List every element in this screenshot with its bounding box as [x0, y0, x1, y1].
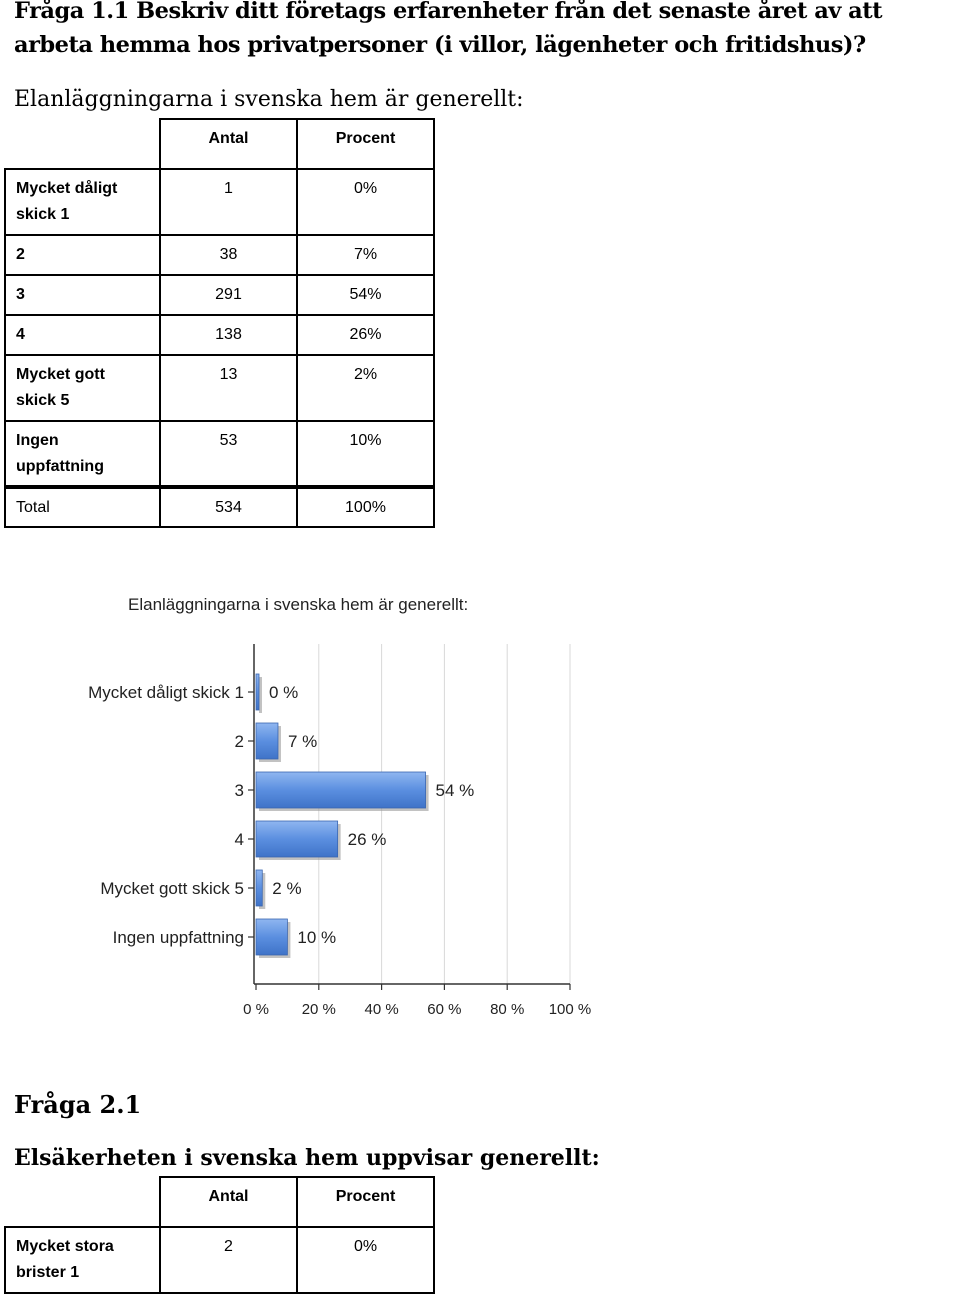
x-tick-label: 20 % [302, 1001, 336, 1018]
results-table-q2: Antal Procent Mycket stora brister 1 2 0% [4, 1176, 435, 1294]
bar [255, 673, 260, 711]
row-antal: 38 [159, 234, 298, 276]
bar-chart-svg: Elanläggningarna i svenska hem är genere… [88, 595, 592, 1018]
row-procent: 2% [296, 354, 435, 422]
question-1-subheading: Elanläggningarna i svenska hem är genere… [14, 87, 524, 112]
bar [255, 722, 279, 760]
column-header-procent: Procent [296, 1176, 435, 1228]
data-label: 54 % [436, 781, 475, 800]
row-antal: 53 [159, 420, 298, 488]
bar-shadow [259, 677, 262, 713]
x-tick-label: 40 % [364, 1001, 398, 1018]
row-procent: 0% [296, 1226, 435, 1294]
category-label: 4 [235, 830, 244, 849]
category-label: Mycket gott skick 5 [100, 879, 244, 898]
table-row: Mycket dåligt skick 1 1 0% [4, 168, 435, 236]
category-label: Mycket dåligt skick 1 [88, 683, 244, 702]
total-label: Total [4, 485, 161, 528]
table-total-row: Total 534 100% [4, 485, 435, 528]
row-procent: 7% [296, 234, 435, 276]
row-procent: 54% [296, 274, 435, 316]
bar-chart: Elanläggningarna i svenska hem är genere… [0, 580, 620, 1020]
results-table-q1: Antal Procent Mycket dåligt skick 1 1 0% … [4, 118, 435, 528]
column-header-procent: Procent [296, 118, 435, 170]
total-antal: 534 [159, 485, 298, 528]
column-header-antal: Antal [159, 1176, 298, 1228]
row-procent: 10% [296, 420, 435, 488]
category-label: 2 [235, 732, 244, 751]
category-label: 3 [235, 781, 244, 800]
question-2-subheading: Elsäkerheten i svenska hem uppvisar gene… [14, 1145, 600, 1171]
row-label: Mycket dåligt skick 1 [4, 168, 161, 236]
row-label: 3 [4, 274, 161, 316]
row-label: 4 [4, 314, 161, 356]
row-label: Mycket gott skick 5 [4, 354, 161, 422]
x-tick-label: 100 % [549, 1001, 592, 1018]
total-procent: 100% [296, 485, 435, 528]
table-row: Mycket stora brister 1 2 0% [4, 1226, 435, 1294]
row-procent: 26% [296, 314, 435, 356]
column-header-antal: Antal [159, 118, 298, 170]
question-1-heading: Fråga 1.1 Beskriv ditt företags erfarenh… [14, 0, 883, 58]
bar [255, 918, 288, 956]
chart-title: Elanläggningarna i svenska hem är genere… [128, 595, 468, 614]
data-label: 0 % [269, 683, 298, 702]
row-label: Mycket stora brister 1 [4, 1226, 161, 1294]
data-label: 7 % [288, 732, 317, 751]
row-antal: 291 [159, 274, 298, 316]
bar [255, 869, 263, 907]
x-tick-label: 0 % [243, 1001, 269, 1018]
bar [255, 820, 339, 858]
table-row: 3 291 54% [4, 274, 435, 316]
table-corner [5, 1177, 161, 1228]
table-row: Ingen uppfattning 53 10% [4, 420, 435, 488]
row-antal: 1 [159, 168, 298, 236]
data-label: 2 % [272, 879, 301, 898]
table-row: Mycket gott skick 5 13 2% [4, 354, 435, 422]
x-tick-label: 60 % [427, 1001, 461, 1018]
bar [255, 771, 426, 809]
row-label: Ingen uppfattning [4, 420, 161, 488]
table-row: 2 38 7% [4, 234, 435, 276]
data-label: 10 % [297, 928, 336, 947]
table-corner [5, 119, 161, 170]
category-label: Ingen uppfattning [113, 928, 244, 947]
row-label: 2 [4, 234, 161, 276]
row-antal: 138 [159, 314, 298, 356]
x-tick-label: 80 % [490, 1001, 524, 1018]
row-antal: 2 [159, 1226, 298, 1294]
question-2-heading: Fråga 2.1 [14, 1090, 142, 1119]
data-label: 26 % [348, 830, 387, 849]
table-row: 4 138 26% [4, 314, 435, 356]
row-procent: 0% [296, 168, 435, 236]
row-antal: 13 [159, 354, 298, 422]
